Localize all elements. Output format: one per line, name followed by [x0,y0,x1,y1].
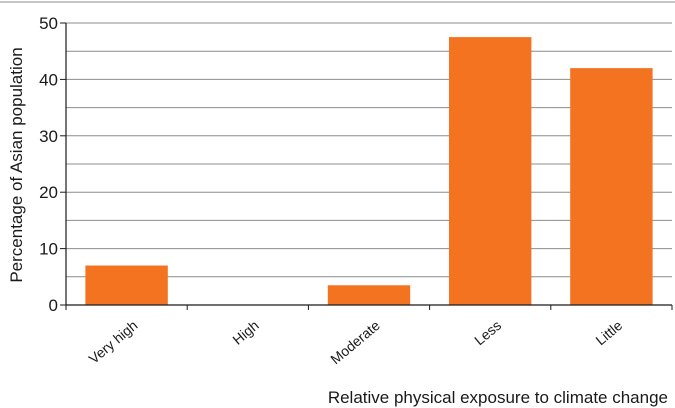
bar [570,68,653,306]
bar [448,37,532,305]
y-tick-label: 0 [49,296,58,315]
bar [85,265,168,305]
y-tick-labels: 0 10 20 30 40 50 [39,14,58,315]
y-tick-label: 50 [39,14,58,33]
y-axis-title: Percentage of Asian population [7,47,26,282]
y-tick-label: 40 [39,70,58,89]
gridlines [66,22,672,278]
y-tick-label: 10 [39,240,58,259]
y-tick-label: 20 [39,183,58,202]
bars [85,37,653,306]
bar [327,285,411,305]
axes [60,22,673,310]
x-axis-title: Relative physical exposure to climate ch… [328,388,668,407]
y-tick-label: 30 [39,127,58,146]
